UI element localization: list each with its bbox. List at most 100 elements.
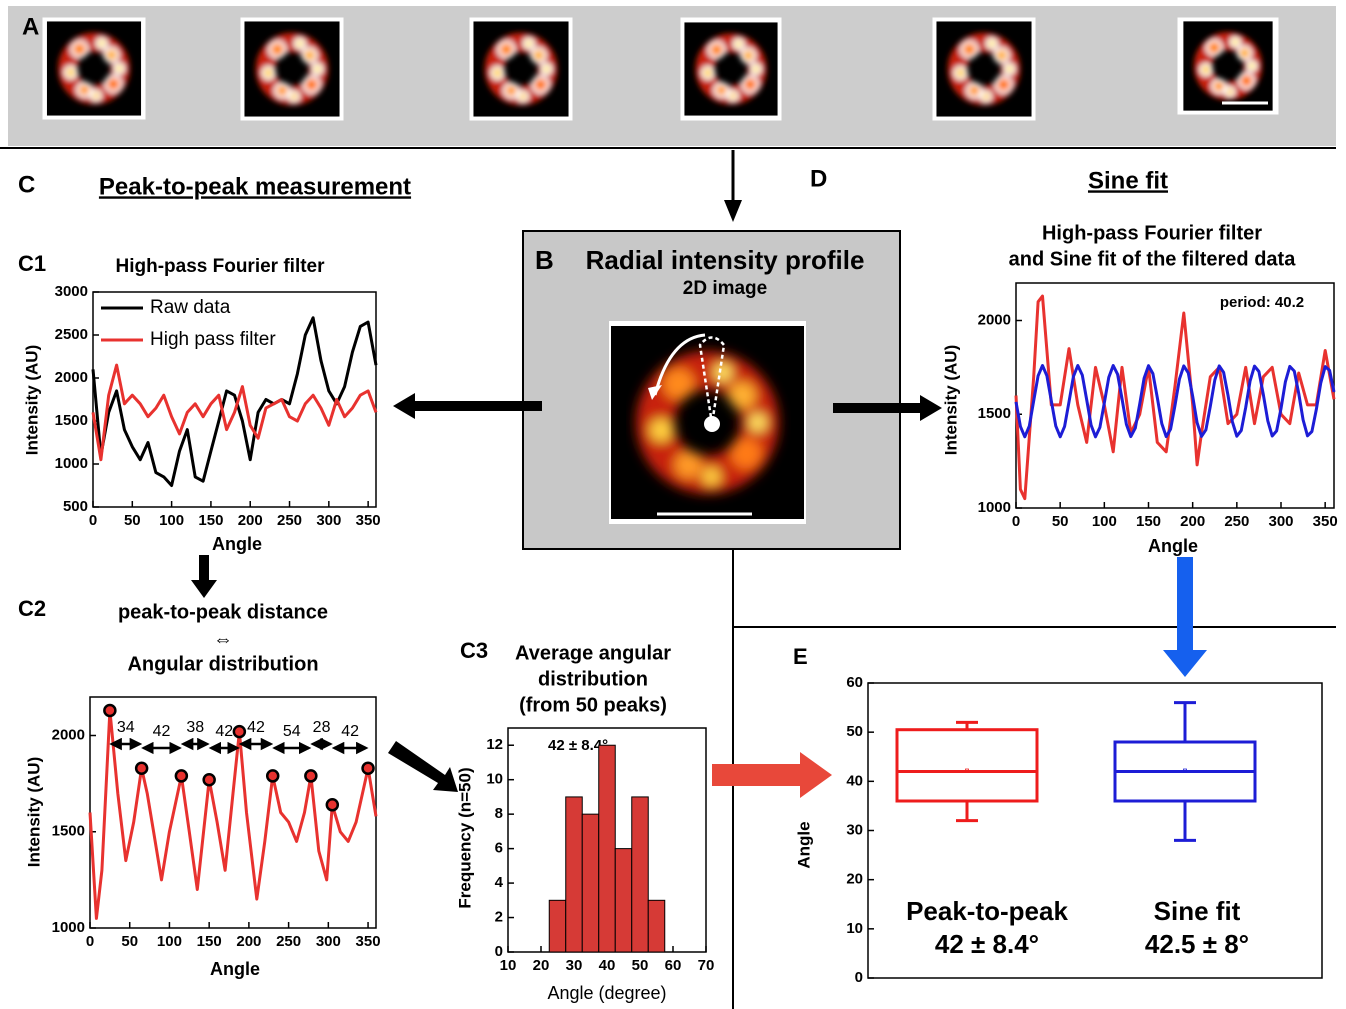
y-tick-label: 30 <box>846 821 863 838</box>
peak-marker <box>134 761 149 775</box>
arrow <box>712 752 832 798</box>
peak-marker <box>202 773 216 787</box>
x-tick-label: 300 <box>316 933 341 950</box>
group-label: 42 ± 8.4° <box>935 929 1039 959</box>
series-line <box>91 316 378 487</box>
peak-marker <box>361 761 375 775</box>
panel-label: C <box>18 171 35 198</box>
group-name: Peak-to-peak <box>906 896 1068 926</box>
distance-label: 38 <box>186 719 204 736</box>
distance-label: 42 <box>153 723 171 740</box>
peak-marker <box>232 724 247 739</box>
y-tick-label: 0 <box>495 943 503 960</box>
chart-title: distribution <box>538 668 648 690</box>
chart: C1 High-pass Fourier filter50010001500200… <box>18 251 381 554</box>
y-tick-label: 2500 <box>55 326 88 343</box>
series-line <box>88 709 378 920</box>
arrow <box>388 741 458 792</box>
x-tick-label: 350 <box>356 933 381 950</box>
x-tick-label: 0 <box>86 933 94 950</box>
panel-label: D <box>810 165 827 192</box>
chart-title: Average angular <box>515 642 671 664</box>
c2-caption: peak-to-peak distance <box>118 601 328 623</box>
micrographs <box>42 17 1279 121</box>
panel-label: C2 <box>18 596 46 621</box>
legend-label: Raw data <box>150 297 231 318</box>
x-tick-label: 100 <box>1092 513 1117 530</box>
y-axis-label: Angle <box>794 821 813 868</box>
y-tick-label: 500 <box>63 498 88 515</box>
arrow <box>393 393 542 419</box>
series-line <box>1014 364 1336 439</box>
y-tick-label: 1000 <box>52 919 85 936</box>
arrow <box>833 395 942 421</box>
panel-label: C3 <box>460 638 488 663</box>
chart: C2 1000 1500 2000 0 50 100 150 200 250 300 350 Angle… <box>18 596 381 979</box>
x-tick-label: 40 <box>599 957 616 974</box>
y-tick-label: 20 <box>846 871 863 888</box>
x-tick-label: 100 <box>157 933 182 950</box>
chart: C3 Average angular distribution (from 50 pe… <box>455 638 714 1003</box>
y-axis-label: Intensity (AU) <box>941 345 960 456</box>
distance-label: 42 <box>341 723 359 740</box>
series-line <box>1014 294 1336 501</box>
x-tick-label: 150 <box>198 512 223 529</box>
annotation: 42 ± 8.4° <box>548 737 608 754</box>
chart-title: High-pass Fourier filter <box>115 256 325 277</box>
x-tick-label: 250 <box>1224 513 1249 530</box>
x-tick-label: 50 <box>121 933 138 950</box>
y-tick-label: 2 <box>495 909 503 926</box>
c2-caption: Angular distribution <box>127 653 318 675</box>
y-tick-label: 1000 <box>55 455 88 472</box>
x-tick-label: 50 <box>632 957 649 974</box>
x-tick-label: 150 <box>1136 513 1161 530</box>
x-axis-label: Angle <box>212 534 262 554</box>
y-tick-label: 1500 <box>55 412 88 429</box>
distance-label: 54 <box>283 723 301 740</box>
profile-image <box>609 321 806 524</box>
x-tick-label: 200 <box>236 933 261 950</box>
y-tick-label: 10 <box>846 920 863 937</box>
y-tick-label: 50 <box>846 723 863 740</box>
x-tick-label: 10 <box>500 957 517 974</box>
chart: High-pass Fourier filter and Sine fit of … <box>941 222 1337 555</box>
y-tick-label: 4 <box>495 874 504 891</box>
box <box>895 728 1039 803</box>
histogram-bar <box>548 899 567 953</box>
x-tick-label: 300 <box>316 512 341 529</box>
distance-label: 42 <box>215 723 233 740</box>
legend-label: High pass filter <box>150 329 276 350</box>
histogram-bar <box>631 796 649 953</box>
chart-title: High-pass Fourier filter <box>1042 222 1262 244</box>
peak-marker <box>103 703 117 718</box>
y-tick-label: 2000 <box>52 726 85 743</box>
panel-a-band <box>8 6 1336 146</box>
panel-label: C1 <box>18 251 46 276</box>
x-tick-label: 250 <box>276 933 301 950</box>
histogram-bar <box>565 796 583 953</box>
y-tick-label: 1500 <box>52 823 85 840</box>
x-tick-label: 250 <box>277 512 302 529</box>
distance-label: 28 <box>313 719 331 736</box>
x-tick-label: 0 <box>1012 513 1020 530</box>
peak-marker <box>304 769 318 783</box>
x-tick-label: 20 <box>533 957 550 974</box>
x-tick-label: 350 <box>1313 513 1338 530</box>
x-tick-label: 0 <box>89 512 97 529</box>
y-axis-label: Intensity (AU) <box>22 345 41 456</box>
histogram-bar <box>647 899 666 953</box>
peak-marker <box>325 798 340 812</box>
y-tick-label: 0 <box>855 969 863 986</box>
panel-label: B <box>535 245 554 275</box>
x-tick-label: 350 <box>356 512 381 529</box>
chart-title: and Sine fit of the filtered data <box>1009 248 1297 270</box>
histogram-bar <box>614 848 633 953</box>
histogram-bar <box>581 813 600 953</box>
x-axis-label: Angle (degree) <box>547 983 666 1003</box>
panel-title: Radial intensity profile <box>586 245 865 275</box>
distance-label: 34 <box>117 719 135 736</box>
plot-frame <box>867 682 1323 979</box>
y-tick-label: 2000 <box>978 311 1011 328</box>
